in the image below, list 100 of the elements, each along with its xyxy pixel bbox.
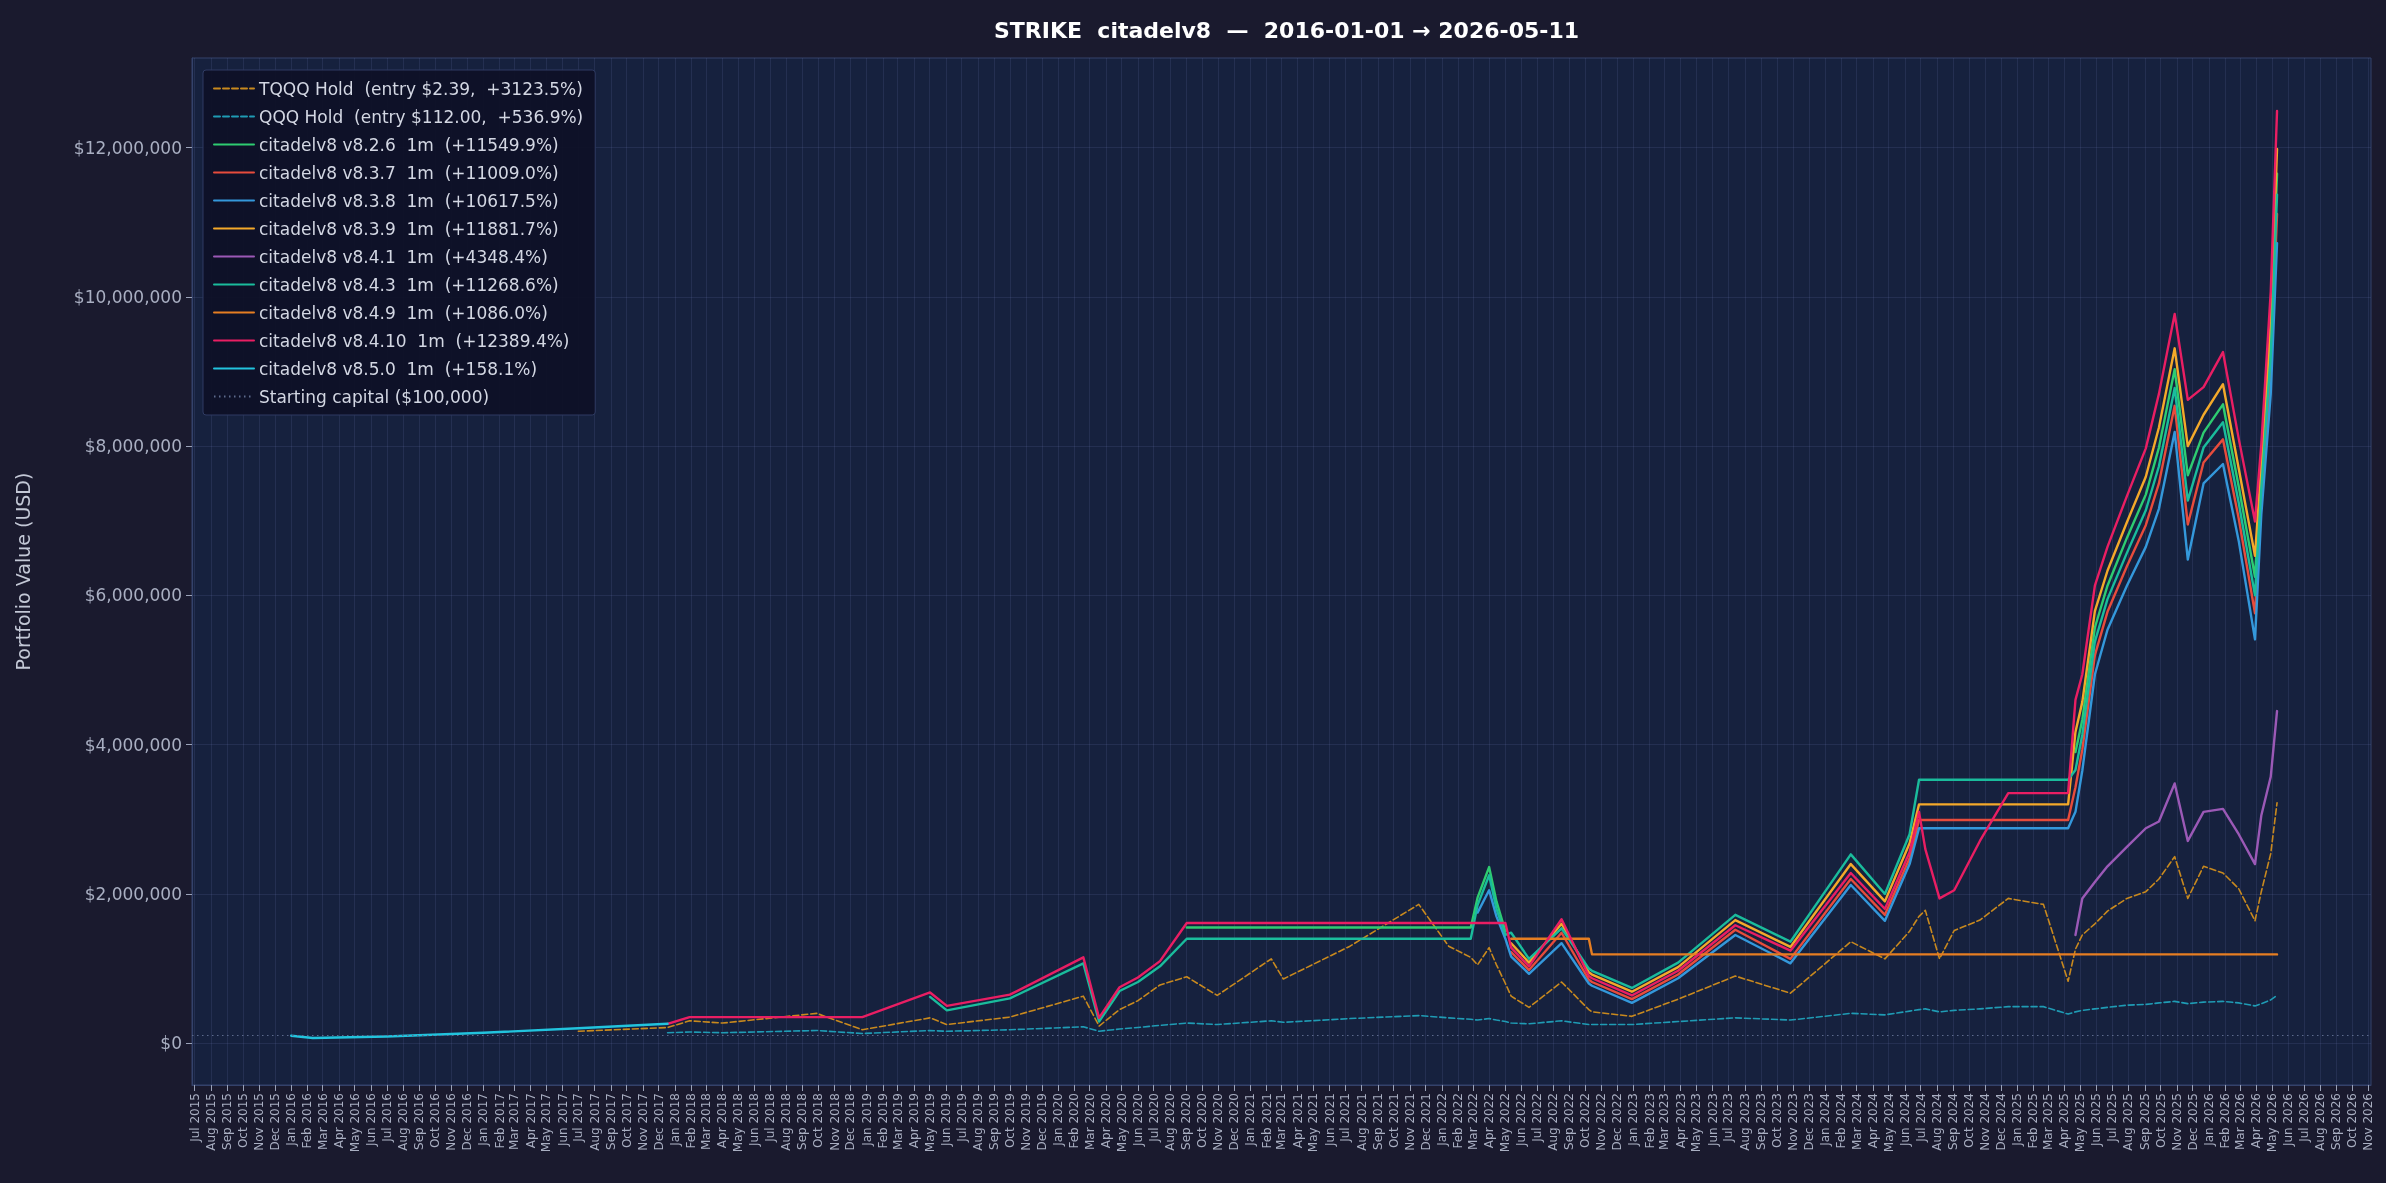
x-tick-label: Oct 2023 <box>1769 1093 1784 1149</box>
x-tick-label: Apr 2023 <box>1673 1093 1688 1149</box>
x-tick-label: Jan 2026 <box>2201 1093 2216 1147</box>
x-tick-label: Jul 2022 <box>1529 1093 1544 1143</box>
x-tick-label: Dec 2024 <box>1993 1093 2008 1151</box>
legend-label: Starting capital ($100,000) <box>259 386 490 407</box>
x-tick-label: Jun 2020 <box>1130 1093 1145 1148</box>
x-tick-label: Oct 2025 <box>2153 1093 2168 1149</box>
x-tick-label: Jul 2023 <box>1721 1093 1736 1143</box>
x-tick-label: Feb 2024 <box>1834 1093 1849 1149</box>
x-tick-label: Mar 2017 <box>507 1093 522 1150</box>
x-tick-label: Mar 2020 <box>1082 1093 1097 1150</box>
x-tick-label: Apr 2026 <box>2249 1093 2264 1149</box>
x-tick-label: Feb 2021 <box>1259 1093 1274 1149</box>
x-tick-label: Oct 2021 <box>1386 1093 1401 1149</box>
x-tick-label: Mar 2019 <box>890 1093 905 1150</box>
x-tick-label: Apr 2017 <box>523 1093 538 1149</box>
x-tick-label: Jan 2021 <box>1243 1093 1258 1147</box>
x-tick-label: Aug 2016 <box>396 1093 411 1151</box>
x-tick-label: Jun 2018 <box>747 1093 762 1148</box>
x-tick-label: Dec 2019 <box>1034 1093 1049 1151</box>
x-tick-label: Dec 2021 <box>1418 1093 1433 1151</box>
legend-label: citadelv8 v8.4.1 1m (+4348.4%) <box>259 246 548 267</box>
x-tick-label: Sep 2025 <box>2137 1093 2152 1150</box>
x-tick-label: Mar 2026 <box>2232 1093 2247 1150</box>
x-tick-label: Apr 2021 <box>1290 1093 1305 1149</box>
x-tick-label: Sep 2017 <box>603 1093 618 1150</box>
x-tick-label: Jul 2019 <box>954 1093 969 1143</box>
x-tick-label: Jul 2016 <box>379 1093 394 1143</box>
y-tick-label: $8,000,000 <box>84 436 182 457</box>
x-tick-label: Nov 2017 <box>635 1093 650 1151</box>
legend-label: citadelv8 v8.3.9 1m (+11881.7%) <box>259 218 559 239</box>
x-tick-label: Oct 2016 <box>428 1093 443 1149</box>
x-tick-label: Feb 2025 <box>2026 1093 2041 1149</box>
x-tick-label: Jan 2018 <box>667 1093 682 1147</box>
x-tick-label: Sep 2019 <box>987 1093 1002 1150</box>
x-tick-label: Dec 2022 <box>1610 1093 1625 1151</box>
x-tick-label: Aug 2017 <box>587 1093 602 1151</box>
x-tick-label: Mar 2022 <box>1465 1093 1480 1150</box>
x-tick-label: Aug 2018 <box>779 1093 794 1151</box>
x-tick-label: May 2018 <box>730 1093 745 1153</box>
x-tick-label: Apr 2024 <box>1865 1093 1880 1149</box>
line-series <box>666 994 2278 1035</box>
x-tick-label: Oct 2017 <box>619 1093 634 1149</box>
x-tick-label: Mar 2024 <box>1849 1093 1864 1150</box>
x-tick-label: Jun 2023 <box>1705 1093 1720 1148</box>
x-tick-label: May 2023 <box>1689 1093 1704 1153</box>
x-tick-label: Feb 2026 <box>2218 1093 2233 1149</box>
x-tick-label: May 2019 <box>922 1093 937 1153</box>
x-tick-label: Nov 2019 <box>1019 1093 1034 1151</box>
x-tick-label: Jul 2021 <box>1338 1093 1353 1143</box>
x-tick-label: Nov 2026 <box>2361 1093 2376 1151</box>
x-tick-label: Dec 2023 <box>1801 1093 1816 1151</box>
x-tick-label: Mar 2021 <box>1274 1093 1289 1150</box>
x-tick-label: Aug 2019 <box>970 1093 985 1151</box>
line-series <box>928 193 2279 1023</box>
x-tick-label: Jun 2022 <box>1514 1093 1529 1148</box>
x-tick-label: Jul 2025 <box>2105 1093 2120 1143</box>
x-tick-label: Aug 2020 <box>1162 1093 1177 1151</box>
x-tick-label: Jun 2024 <box>1897 1093 1912 1148</box>
x-tick-label: Oct 2019 <box>1002 1093 1017 1149</box>
x-tick-label: May 2016 <box>347 1093 362 1153</box>
line-series <box>290 1022 669 1040</box>
x-tick-label: Sep 2024 <box>1946 1093 1961 1150</box>
x-tick-label: Feb 2018 <box>684 1093 699 1149</box>
x-tick-label: May 2026 <box>2264 1093 2279 1153</box>
x-tick-label: Oct 2018 <box>811 1093 826 1149</box>
x-tick-label: Apr 2025 <box>2057 1093 2072 1149</box>
x-tick-label: May 2020 <box>1114 1093 1129 1153</box>
x-tick-label: Jul 2024 <box>1913 1093 1928 1143</box>
line-series <box>577 802 2278 1033</box>
x-tick-label: May 2017 <box>539 1093 554 1153</box>
legend-label: citadelv8 v8.3.8 1m (+10617.5%) <box>259 190 559 211</box>
x-tick-label: Oct 2026 <box>2345 1093 2360 1149</box>
x-tick-label: Sep 2021 <box>1370 1093 1385 1150</box>
y-tick-label: $10,000,000 <box>73 286 182 307</box>
x-tick-label: Sep 2023 <box>1754 1093 1769 1150</box>
x-tick-label: Jun 2017 <box>555 1093 570 1148</box>
x-tick-label: Nov 2021 <box>1402 1093 1417 1151</box>
y-axis-title: Portfolio Value (USD) <box>11 472 34 671</box>
x-tick-label: Aug 2022 <box>1546 1093 1561 1151</box>
x-tick-label: Aug 2015 <box>203 1093 218 1151</box>
x-tick-label: Sep 2022 <box>1562 1093 1577 1150</box>
x-tick-label: Dec 2015 <box>267 1093 282 1151</box>
x-tick-label: Apr 2022 <box>1482 1093 1497 1149</box>
x-tick-label: Apr 2018 <box>715 1093 730 1149</box>
y-tick-label: $2,000,000 <box>84 883 182 904</box>
x-tick-label: May 2021 <box>1306 1093 1321 1153</box>
x-tick-label: Jan 2025 <box>2010 1093 2025 1147</box>
x-tick-label: Sep 2020 <box>1179 1093 1194 1150</box>
legend-label: QQQ Hold (entry $112.00, +536.9%) <box>259 106 584 127</box>
x-tick-label: Sep 2018 <box>795 1093 810 1150</box>
legend-label: citadelv8 v8.4.9 1m (+1086.0%) <box>259 302 548 323</box>
x-tick-label: Mar 2025 <box>2041 1093 2056 1150</box>
x-tick-label: Dec 2017 <box>651 1093 666 1151</box>
x-tick-label: Jan 2024 <box>1818 1093 1833 1147</box>
x-tick-label: May 2024 <box>1881 1093 1896 1153</box>
chart-title: STRIKE citadelv8 — 2016-01-01 → 2026-05-11 <box>994 17 1580 43</box>
legend-label: citadelv8 v8.4.3 1m (+11268.6%) <box>259 274 559 295</box>
x-tick-label: Jul 2015 <box>187 1093 202 1143</box>
